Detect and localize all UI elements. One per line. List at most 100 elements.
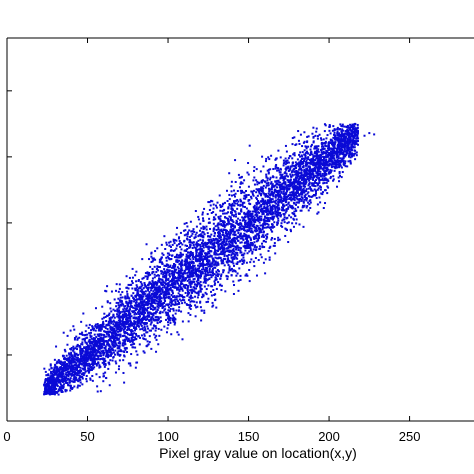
scatter-point (152, 290, 155, 293)
scatter-point (263, 180, 266, 183)
scatter-point (277, 207, 280, 210)
scatter-point (65, 368, 68, 371)
scatter-point (216, 257, 219, 260)
scatter-point (78, 360, 81, 363)
scatter-point (68, 362, 71, 365)
scatter-point (285, 228, 288, 231)
scatter-point (155, 327, 158, 330)
scatter-point (158, 281, 161, 284)
scatter-point (152, 318, 155, 321)
scatter-point (182, 253, 185, 256)
scatter-point (246, 224, 249, 227)
scatter-point (321, 172, 324, 175)
scatter-point (76, 343, 79, 346)
scatter-point (155, 292, 158, 295)
scatter-point (207, 248, 210, 251)
scatter-point (195, 270, 198, 273)
scatter-point (147, 274, 150, 277)
scatter-point (283, 209, 286, 212)
scatter-point (329, 177, 332, 180)
scatter-point (109, 349, 112, 352)
scatter-point (119, 333, 122, 336)
scatter-point (166, 255, 169, 258)
scatter-point (332, 156, 335, 159)
scatter-point (285, 162, 288, 165)
scatter-point (244, 213, 247, 216)
scatter-point (289, 191, 292, 194)
scatter-point (113, 341, 116, 344)
scatter-point (199, 301, 202, 304)
scatter-point (136, 290, 139, 293)
scatter-point (235, 247, 238, 250)
scatter-point (339, 123, 342, 126)
scatter-point (140, 302, 143, 305)
scatter-point (193, 283, 196, 286)
scatter-point (272, 200, 275, 203)
scatter-point (142, 287, 145, 290)
scatter-point (353, 134, 356, 137)
scatter-point (232, 239, 235, 242)
scatter-point (167, 271, 170, 274)
scatter-point (163, 325, 166, 328)
scatter-point (183, 264, 186, 267)
scatter-point (279, 156, 282, 159)
scatter-point (351, 126, 354, 129)
scatter-point (147, 327, 150, 330)
scatter-point (222, 224, 225, 227)
scatter-point (94, 329, 97, 332)
scatter-point (232, 221, 235, 224)
scatter-point (207, 265, 210, 268)
scatter-point (203, 280, 206, 283)
scatter-point (355, 154, 358, 157)
scatter-point (151, 268, 154, 271)
scatter-point (236, 207, 239, 210)
scatter-point (275, 191, 278, 194)
scatter-point (159, 278, 162, 281)
scatter-point (169, 321, 172, 324)
scatter-point (283, 176, 286, 179)
scatter-point (237, 217, 240, 220)
scatter-point (220, 289, 223, 292)
scatter-point (244, 222, 247, 225)
scatter-point (104, 327, 107, 330)
scatter-point (112, 308, 115, 311)
scatter-point (224, 243, 227, 246)
scatter-point (210, 294, 213, 297)
scatter-point (267, 217, 270, 220)
scatter-point (285, 185, 288, 188)
scatter-point (323, 189, 326, 192)
scatter-point (336, 148, 339, 151)
scatter-point (131, 343, 134, 346)
scatter-point (314, 163, 317, 166)
scatter-point (91, 348, 94, 351)
scatter-point (279, 167, 282, 170)
scatter-point (248, 202, 251, 205)
scatter-point (103, 325, 106, 328)
scatter-point (274, 180, 277, 183)
scatter-point (90, 335, 93, 338)
scatter-point (181, 259, 184, 262)
scatter-point (266, 219, 269, 222)
scatter-point (312, 155, 315, 158)
scatter-point (274, 207, 277, 210)
scatter-point (295, 203, 298, 206)
scatter-point (228, 204, 231, 207)
scatter-point (203, 275, 206, 278)
scatter-point (340, 138, 343, 141)
scatter-point (199, 283, 202, 286)
scatter-point (202, 231, 205, 234)
scatter-point (202, 228, 205, 231)
scatter-point (227, 220, 230, 223)
scatter-point (302, 200, 305, 203)
scatter-point (306, 169, 309, 172)
scatter-point (147, 303, 150, 306)
scatter-point (339, 161, 342, 164)
scatter-point (148, 271, 151, 274)
scatter-point (277, 196, 280, 199)
scatter-point (318, 159, 321, 162)
scatter-point (287, 157, 290, 160)
scatter-point (170, 278, 173, 281)
scatter-point (186, 256, 189, 259)
scatter-point (141, 306, 144, 309)
scatter-point (157, 265, 160, 268)
